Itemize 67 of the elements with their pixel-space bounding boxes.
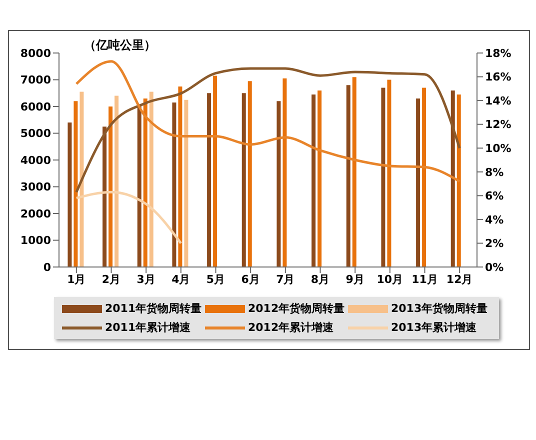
x-tick-label: 4月: [172, 272, 190, 286]
bar: [74, 101, 78, 267]
bar: [282, 78, 287, 267]
x-tick-label: 11月: [412, 272, 438, 286]
bar: [114, 96, 119, 267]
x-tick-label: 5月: [206, 272, 226, 286]
y-tick-label: 4000: [20, 154, 52, 167]
x-tick-label: 12月: [446, 272, 473, 286]
bar: [450, 90, 455, 267]
bar: [346, 85, 350, 267]
y-tick-label: 6000: [20, 100, 52, 114]
y-tick-label: 8000: [20, 46, 52, 60]
legend-label: 2012年货物周转量: [248, 301, 345, 316]
bar: [381, 88, 386, 267]
bar: [213, 76, 218, 267]
line-series: [75, 190, 182, 244]
bar: [312, 94, 316, 267]
bar: [207, 93, 212, 267]
bar: [276, 101, 281, 267]
bar: [80, 92, 84, 267]
y2-tick-label: 2%: [485, 237, 504, 250]
bar: [318, 90, 322, 267]
y-axis-title: （亿吨公里）: [84, 37, 156, 54]
y2-tick-label: 12%: [485, 118, 512, 132]
y2-tick-label: 8%: [485, 166, 504, 179]
x-tick-label: 10月: [376, 272, 404, 286]
bar: [137, 105, 142, 267]
x-tick-label: 7月: [276, 272, 295, 286]
y2-tick-label: 6%: [485, 190, 504, 203]
bar: [178, 86, 182, 267]
y-tick-label: 3000: [20, 180, 52, 194]
x-tick-label: 3月: [136, 272, 156, 286]
legend-label: 2011年累计增速: [105, 320, 191, 335]
x-tick-label: 2月: [102, 272, 121, 286]
y2-tick-label: 18%: [485, 46, 512, 60]
legend-label: 2011年货物周转量: [105, 301, 202, 316]
legend-label: 2013年累计增速: [391, 320, 477, 335]
y2-tick-label: 16%: [485, 70, 512, 84]
bar: [242, 93, 246, 267]
bar: [387, 80, 392, 267]
y-tick-label: 7000: [20, 74, 52, 87]
bar: [352, 77, 356, 267]
bar: [149, 92, 154, 267]
legend-label: 2012年累计增速: [248, 320, 334, 335]
bar: [248, 81, 252, 267]
bar: [422, 88, 426, 267]
y2-tick-label: 10%: [485, 142, 512, 156]
bar: [102, 126, 107, 267]
bar: [108, 106, 113, 267]
bar: [68, 122, 72, 267]
x-tick-label: 8月: [310, 272, 330, 286]
y2-tick-label: 14%: [485, 94, 512, 108]
bar: [143, 98, 148, 267]
x-tick-label: 1月: [67, 272, 86, 286]
y2-tick-label: 0%: [485, 260, 504, 274]
bar: [172, 102, 176, 267]
y2-tick-label: 4%: [485, 213, 504, 226]
legend-label: 2013年货物周转量: [391, 301, 488, 316]
y-tick-label: 5000: [20, 127, 52, 140]
x-tick-label: 9月: [346, 272, 364, 286]
bar: [456, 94, 461, 267]
x-tick-label: 6月: [241, 272, 260, 286]
y-tick-label: 2000: [20, 207, 52, 220]
y-tick-label: 0: [43, 260, 52, 274]
bar: [416, 98, 420, 267]
y-tick-label: 1000: [20, 234, 52, 248]
bar: [184, 100, 188, 267]
